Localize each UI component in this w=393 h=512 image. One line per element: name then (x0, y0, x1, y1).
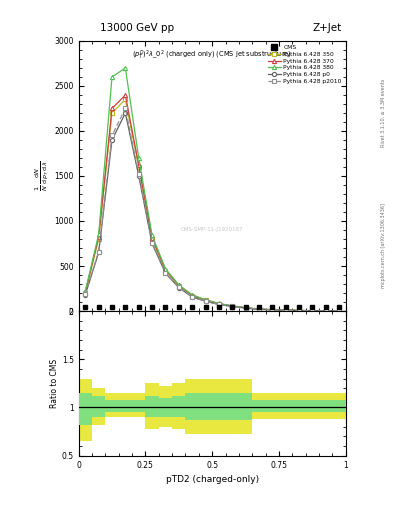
Text: Z+Jet: Z+Jet (313, 23, 342, 33)
Y-axis label: $\frac{1}{N}\,\frac{\mathrm{d}N}{\mathrm{d}\,p_T\,\mathrm{d}\,\lambda}$: $\frac{1}{N}\,\frac{\mathrm{d}N}{\mathrm… (34, 160, 51, 191)
Text: 13000 GeV pp: 13000 GeV pp (101, 23, 174, 33)
Text: $(p_T^D)^2\lambda\_0^2$ (charged only) (CMS jet substructure): $(p_T^D)^2\lambda\_0^2$ (charged only) (… (132, 49, 292, 62)
Y-axis label: Ratio to CMS: Ratio to CMS (50, 359, 59, 408)
X-axis label: pTD2 (charged-only): pTD2 (charged-only) (166, 475, 259, 484)
Text: mcplots.cern.ch [arXiv:1306.3436]: mcplots.cern.ch [arXiv:1306.3436] (381, 203, 386, 288)
Legend: CMS, Pythia 6.428 350, Pythia 6.428 370, Pythia 6.428 380, Pythia 6.428 p0, Pyth: CMS, Pythia 6.428 350, Pythia 6.428 370,… (266, 44, 343, 85)
Text: CMS-SMP-11-J1920187: CMS-SMP-11-J1920187 (181, 227, 244, 232)
Text: Rivet 3.1.10, ≥ 3.3M events: Rivet 3.1.10, ≥ 3.3M events (381, 78, 386, 147)
